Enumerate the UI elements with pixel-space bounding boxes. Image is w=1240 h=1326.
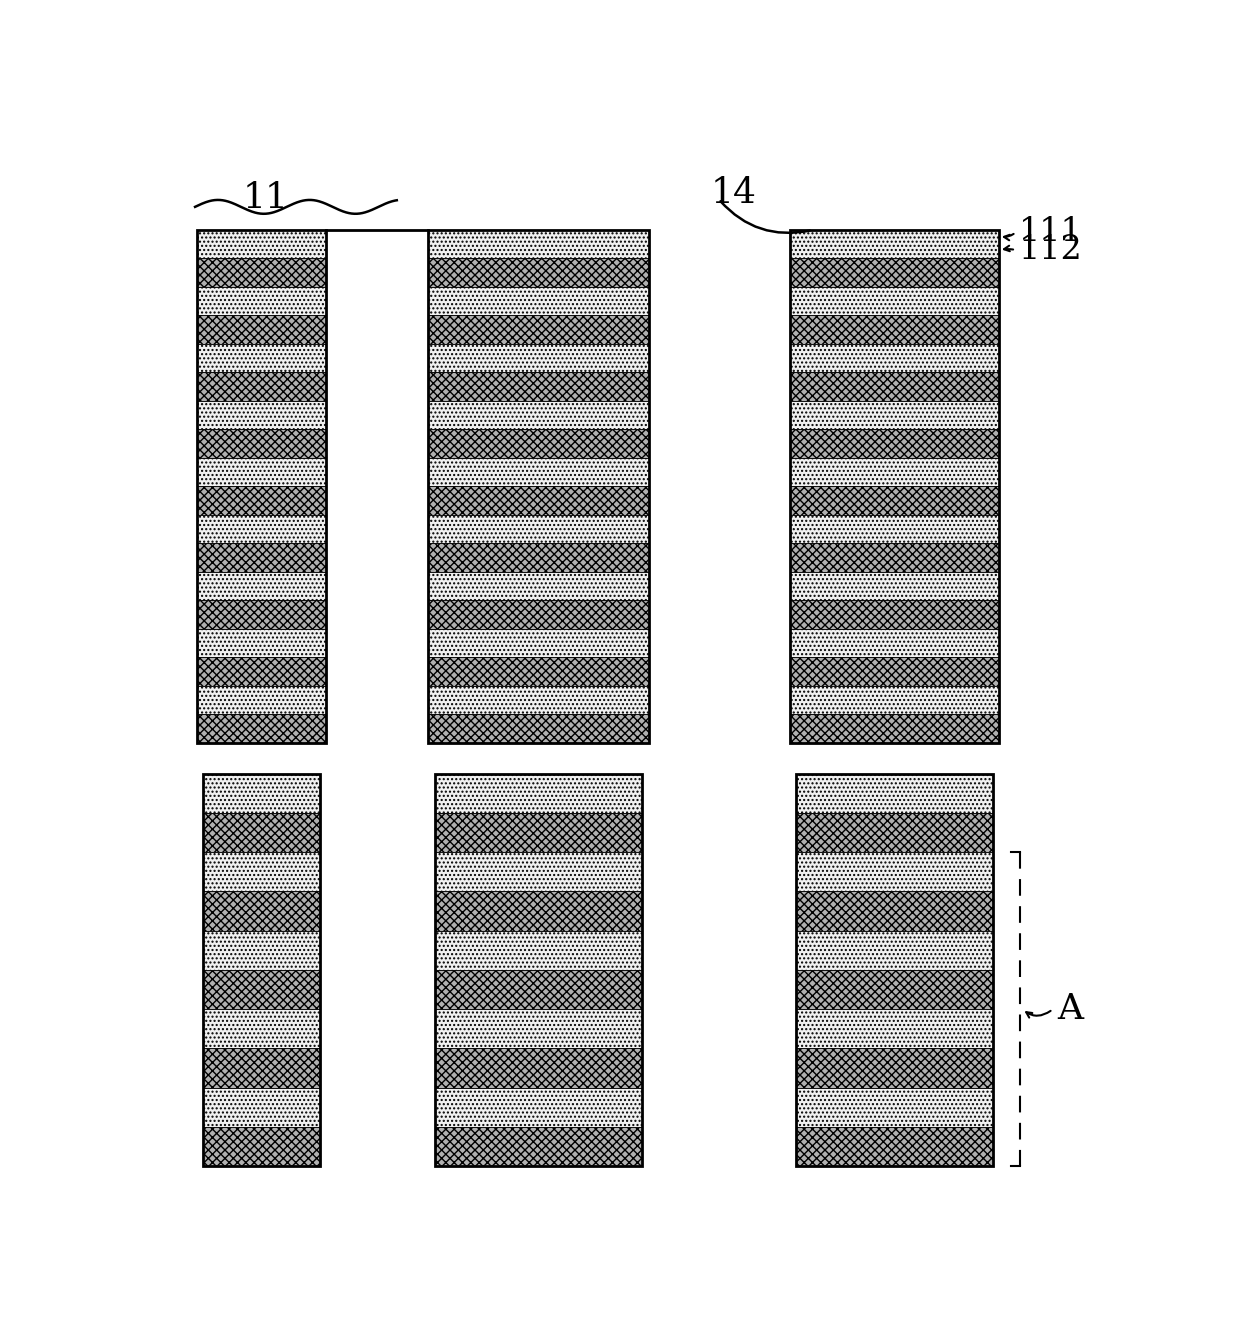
- Bar: [197, 629, 326, 658]
- Bar: [203, 813, 320, 853]
- Text: 112: 112: [1019, 233, 1083, 267]
- Bar: [197, 715, 326, 743]
- Bar: [790, 373, 999, 400]
- Bar: [197, 572, 326, 601]
- Bar: [197, 316, 326, 343]
- Bar: [790, 430, 999, 457]
- Bar: [428, 400, 650, 430]
- Bar: [203, 1127, 320, 1167]
- Bar: [790, 686, 999, 715]
- Bar: [428, 715, 650, 743]
- Bar: [197, 544, 326, 572]
- Bar: [790, 658, 999, 686]
- Bar: [197, 373, 326, 400]
- Bar: [790, 316, 999, 343]
- Bar: [435, 773, 641, 1167]
- Bar: [796, 1127, 993, 1167]
- Bar: [790, 286, 999, 316]
- Bar: [203, 931, 320, 969]
- Text: 111: 111: [1019, 216, 1083, 248]
- Bar: [790, 544, 999, 572]
- Bar: [197, 658, 326, 686]
- Text: 11: 11: [243, 180, 289, 215]
- Bar: [203, 891, 320, 931]
- Bar: [796, 813, 993, 853]
- Bar: [203, 1009, 320, 1049]
- Bar: [197, 229, 326, 743]
- Text: 14: 14: [711, 176, 758, 210]
- Bar: [203, 1087, 320, 1127]
- Bar: [428, 430, 650, 457]
- Bar: [790, 715, 999, 743]
- Bar: [796, 1009, 993, 1049]
- Bar: [796, 1049, 993, 1087]
- Bar: [428, 601, 650, 629]
- Bar: [203, 773, 320, 813]
- Bar: [428, 487, 650, 514]
- Bar: [796, 891, 993, 931]
- Bar: [790, 457, 999, 487]
- Bar: [796, 931, 993, 969]
- Bar: [790, 343, 999, 373]
- Bar: [435, 773, 641, 813]
- Bar: [796, 853, 993, 891]
- Bar: [197, 686, 326, 715]
- Bar: [435, 1087, 641, 1127]
- Bar: [790, 229, 999, 743]
- Bar: [796, 773, 993, 813]
- Bar: [790, 259, 999, 286]
- Bar: [197, 286, 326, 316]
- Bar: [203, 853, 320, 891]
- Bar: [428, 629, 650, 658]
- Bar: [203, 969, 320, 1009]
- Bar: [790, 629, 999, 658]
- Bar: [197, 514, 326, 544]
- Bar: [197, 229, 326, 259]
- Bar: [197, 343, 326, 373]
- Bar: [428, 316, 650, 343]
- Bar: [428, 457, 650, 487]
- Bar: [796, 969, 993, 1009]
- Bar: [435, 1009, 641, 1049]
- Bar: [197, 457, 326, 487]
- Bar: [428, 286, 650, 316]
- Bar: [428, 544, 650, 572]
- Bar: [203, 773, 320, 1167]
- Bar: [435, 1127, 641, 1167]
- Bar: [197, 487, 326, 514]
- Bar: [790, 572, 999, 601]
- Bar: [435, 813, 641, 853]
- Text: A: A: [1058, 992, 1084, 1026]
- Bar: [435, 931, 641, 969]
- Bar: [796, 773, 993, 1167]
- Bar: [428, 686, 650, 715]
- Bar: [197, 259, 326, 286]
- Bar: [197, 430, 326, 457]
- Bar: [435, 969, 641, 1009]
- Bar: [428, 572, 650, 601]
- Bar: [203, 1049, 320, 1087]
- Bar: [790, 601, 999, 629]
- Bar: [435, 891, 641, 931]
- Bar: [790, 400, 999, 430]
- Bar: [197, 400, 326, 430]
- Bar: [790, 229, 999, 259]
- Bar: [435, 1049, 641, 1087]
- Bar: [428, 658, 650, 686]
- Bar: [428, 259, 650, 286]
- Bar: [790, 514, 999, 544]
- Bar: [197, 601, 326, 629]
- Bar: [790, 487, 999, 514]
- Bar: [428, 514, 650, 544]
- Bar: [428, 229, 650, 743]
- Bar: [796, 1087, 993, 1127]
- Bar: [428, 229, 650, 259]
- Bar: [428, 343, 650, 373]
- Bar: [428, 373, 650, 400]
- Bar: [435, 853, 641, 891]
